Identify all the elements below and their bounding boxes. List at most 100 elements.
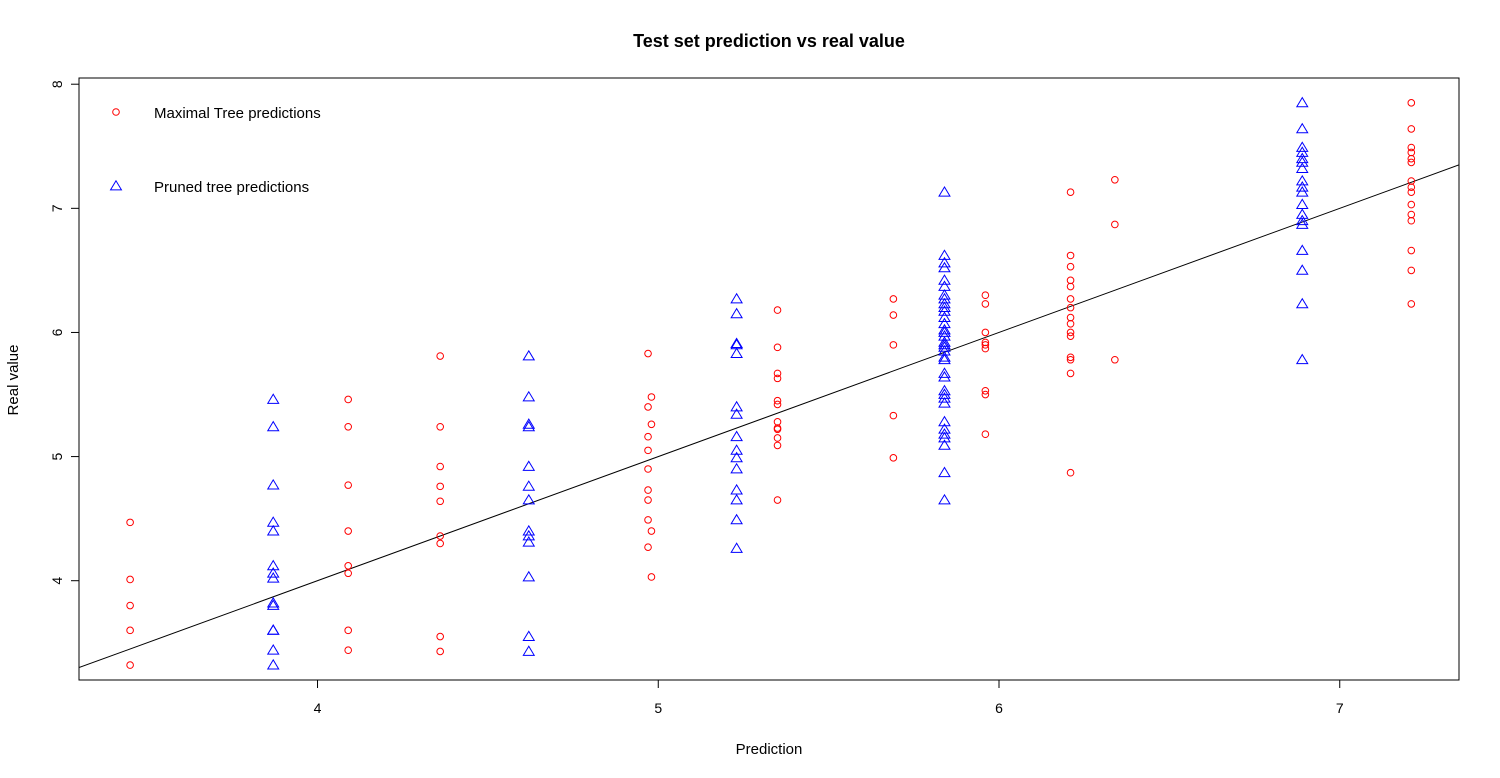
data-point-triangle [938,297,951,309]
data-point-triangle [522,570,536,582]
data-point-triangle [938,439,951,450]
data-point-circle [126,626,134,635]
data-point-triangle [1295,297,1309,309]
data-point-circle [644,486,652,494]
data-point-circle [126,661,134,669]
data-point-circle [1407,246,1416,255]
legend: Maximal Tree predictions Pruned tree pre… [109,105,321,196]
data-point-circle [1066,251,1075,260]
data-point-circle [644,349,652,358]
data-point-triangle [266,420,280,432]
data-point-circle [889,454,898,462]
legend-marker-pruned-tree [109,179,123,191]
data-point-triangle [266,567,280,578]
data-point-triangle [266,572,280,583]
y-tick-label: 8 [49,80,65,88]
data-point-circle [1066,188,1075,196]
data-point-triangle [938,367,951,378]
y-tick-label: 5 [49,452,65,460]
x-tick-label: 5 [654,700,662,716]
data-point-triangle [730,292,743,304]
data-point-circle [344,569,352,578]
data-point-triangle [266,624,280,635]
data-point-circle [773,434,782,442]
data-point-circle [773,374,782,383]
data-point-circle [1407,183,1416,192]
data-point-circle [981,341,990,349]
x-tick-label: 6 [995,700,1003,716]
data-point-triangle [938,256,951,268]
x-axis: 4 5 6 7 [314,680,1344,716]
data-point-triangle [1295,186,1309,197]
data-point-triangle [522,524,536,536]
data-point-triangle [938,261,951,273]
data-point-circle [1407,216,1416,225]
data-point-circle [1407,266,1416,275]
data-point-circle [981,386,990,395]
data-point-triangle [938,370,951,382]
data-point-triangle [266,599,280,610]
data-point-triangle [730,347,743,358]
legend-triangle-marker [109,179,123,191]
data-point-circle [644,432,652,441]
data-point-triangle [730,513,743,525]
data-point-circle [773,343,782,352]
data-point-circle [1066,328,1075,337]
data-point-circle [1066,332,1075,340]
data-point-triangle [730,400,743,412]
data-point-triangle [1295,264,1309,275]
data-point-triangle [1295,156,1309,167]
data-point-circle [889,295,898,303]
data-point-circle [1066,353,1075,362]
data-point-circle [436,482,444,491]
legend-marker-maximal-tree [112,108,120,116]
data-point-triangle [938,392,951,403]
data-point-triangle [266,644,280,655]
data-point-triangle [730,444,743,455]
data-point-triangle [1295,208,1309,219]
data-point-circle [773,496,782,504]
data-point-circle [1111,175,1119,184]
legend-label-maximal-tree: Maximal Tree predictions [154,105,321,122]
data-point-circle [773,400,782,409]
chart-title: Test set prediction vs real value [633,31,905,51]
data-point-circle [773,396,782,405]
data-point-circle [1407,188,1416,196]
data-point-triangle [266,658,280,670]
data-point-circle [981,328,990,337]
data-point-triangle [1295,244,1309,255]
data-point-triangle [1295,218,1309,229]
data-point-circle [436,422,444,431]
data-point-circle [436,647,444,656]
data-point-circle [344,527,352,535]
data-point-triangle [938,466,951,478]
y-tick-label: 6 [49,328,65,336]
data-point-circle [773,306,782,314]
x-axis-label: Prediction [736,741,803,758]
y-axis: 4 5 6 7 8 [49,80,79,585]
data-point-triangle [938,323,951,335]
data-point-circle [1066,468,1075,477]
data-point-triangle [1295,214,1309,226]
data-point-circle [981,344,990,353]
data-point-circle [644,403,652,411]
data-point-triangle [938,351,951,362]
data-point-triangle [1295,174,1309,186]
data-point-triangle [522,460,536,471]
data-point-triangle [730,451,743,463]
data-point-circle [1407,154,1416,163]
data-point-circle [773,425,782,434]
data-point-triangle [730,542,743,553]
data-point-circle [1407,125,1416,133]
data-point-triangle [730,462,743,474]
data-point-triangle [938,249,951,260]
data-point-triangle [730,430,743,442]
data-point-circle [126,518,134,527]
data-point-circle [644,465,652,473]
data-point-triangle [266,524,280,536]
data-point-triangle [522,645,536,656]
data-point-triangle [938,431,951,443]
data-point-triangle [522,493,536,505]
data-point-triangle [1295,353,1309,365]
